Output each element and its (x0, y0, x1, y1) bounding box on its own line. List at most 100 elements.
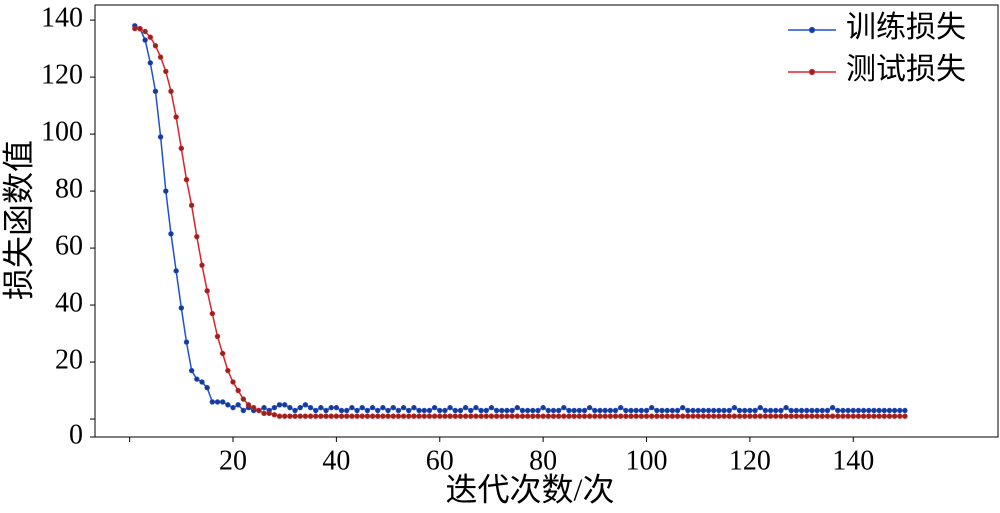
data-point (623, 413, 629, 419)
data-point (447, 413, 453, 419)
data-point (835, 407, 841, 414)
data-point (576, 413, 583, 419)
data-point (240, 407, 247, 414)
data-point (431, 413, 438, 419)
x-tick-label: 20 (219, 445, 247, 476)
data-point (550, 407, 557, 414)
data-point (499, 413, 505, 419)
data-point (230, 379, 236, 385)
data-point (648, 413, 655, 419)
data-point (137, 25, 143, 32)
data-point (638, 413, 645, 419)
data-point (271, 404, 278, 411)
data-point (276, 402, 283, 408)
data-point (716, 407, 722, 414)
data-point (416, 407, 422, 414)
data-point (633, 413, 639, 419)
data-point (571, 413, 577, 419)
data-point (602, 413, 608, 419)
data-point (344, 407, 350, 414)
data-point (592, 407, 598, 414)
data-point (747, 407, 753, 414)
data-point (679, 404, 686, 411)
data-point (845, 407, 851, 414)
data-point (493, 413, 500, 419)
data-point (225, 402, 231, 408)
data-point (307, 413, 314, 419)
data-point (586, 413, 593, 419)
data-point (860, 407, 867, 414)
data-point (586, 404, 593, 411)
data-point (390, 404, 396, 411)
data-point (499, 407, 505, 414)
data-point (178, 305, 185, 311)
x-tick-label: 140 (832, 445, 874, 476)
data-point (447, 404, 453, 411)
data-point (617, 413, 624, 419)
data-point (292, 413, 298, 419)
data-point (819, 407, 825, 414)
data-point (524, 407, 531, 414)
data-point (147, 60, 154, 66)
data-point (798, 407, 805, 414)
data-point (607, 407, 614, 414)
y-tick-label: 80 (55, 174, 83, 205)
data-point (705, 413, 712, 419)
data-point (287, 404, 293, 411)
data-point (313, 413, 319, 419)
data-point (219, 350, 226, 357)
data-point (540, 413, 546, 419)
data-point (814, 413, 820, 419)
data-point (659, 407, 665, 414)
data-point (561, 413, 567, 419)
data-point (302, 413, 309, 419)
data-point (369, 404, 376, 411)
data-point (824, 407, 831, 414)
y-tick-label: 100 (41, 117, 83, 148)
data-point (478, 413, 484, 419)
data-point (333, 404, 340, 411)
data-point (524, 413, 531, 419)
data-point (550, 413, 557, 419)
data-point (250, 404, 257, 411)
data-point (674, 407, 681, 414)
data-point (566, 407, 572, 414)
data-point (628, 413, 634, 419)
data-point (762, 407, 769, 414)
data-point (142, 28, 148, 35)
data-point (742, 413, 748, 419)
data-point (773, 413, 779, 419)
data-point (742, 407, 748, 414)
data-point (840, 413, 846, 419)
legend-label: 测试损失 (846, 53, 966, 86)
data-point (545, 407, 552, 414)
data-point (406, 407, 412, 414)
data-point (555, 413, 562, 419)
data-point (840, 407, 846, 414)
data-point (902, 413, 908, 419)
data-point (633, 407, 639, 414)
data-point (292, 407, 298, 414)
data-point (152, 43, 159, 49)
data-point (168, 88, 174, 95)
data-point (390, 413, 396, 419)
data-point (783, 404, 789, 411)
data-point (364, 407, 371, 414)
data-point (835, 413, 841, 419)
data-point (313, 407, 319, 414)
data-point (235, 387, 241, 394)
data-point (860, 413, 867, 419)
data-point (757, 413, 763, 419)
data-point (375, 407, 381, 414)
data-point (478, 407, 484, 414)
data-point (705, 407, 712, 414)
data-point (700, 407, 707, 414)
data-point (173, 114, 179, 120)
data-point (318, 404, 324, 411)
data-point (369, 413, 376, 419)
data-point (442, 413, 448, 419)
data-point (674, 413, 681, 419)
data-point (685, 407, 691, 414)
data-point (767, 407, 774, 414)
data-point (457, 413, 464, 419)
